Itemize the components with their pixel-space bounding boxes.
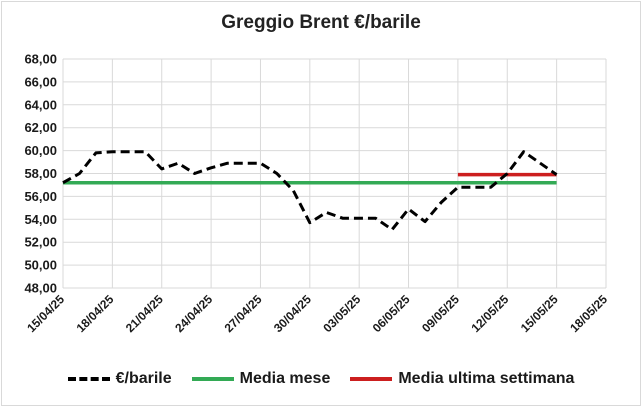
legend: €/barile Media mese Media ultima settima…	[0, 369, 642, 389]
legend-swatch-red	[350, 377, 393, 381]
y-tick-label: 58,00	[24, 166, 57, 181]
x-tick-label: 03/05/25	[320, 292, 363, 335]
series-lines	[62, 150, 558, 232]
legend-item-price: €/barile	[67, 370, 172, 388]
x-tick-label: 18/04/25	[74, 292, 117, 335]
y-tick-label: 64,00	[24, 97, 57, 112]
x-axis-ticks: 15/04/25 18/04/25 21/04/25 24/04/25 27/04/25…	[24, 292, 610, 335]
legend-swatch-dashed	[67, 377, 110, 381]
x-tick-label: 15/05/25	[518, 292, 561, 335]
chart-title: Greggio Brent €/barile	[221, 12, 421, 33]
x-tick-label: 06/05/25	[370, 292, 413, 335]
x-tick-label: 18/05/25	[567, 292, 610, 335]
y-tick-label: 56,00	[24, 189, 57, 204]
legend-label-month-average: Media mese	[239, 370, 331, 387]
legend-label-week-average: Media ultima settimana	[398, 370, 575, 387]
y-tick-label: 60,00	[24, 143, 57, 158]
x-tick-label: 30/04/25	[271, 292, 314, 335]
y-tick-label: 50,00	[24, 258, 57, 273]
series-line-0	[62, 150, 558, 232]
x-tick-label: 09/05/25	[419, 292, 462, 335]
y-axis-ticks: 48,00 50,00 52,00 54,00 56,00 58,00 60,00 62,00…	[24, 52, 57, 296]
legend-swatch-green	[191, 377, 234, 381]
x-tick-label: 21/04/25	[123, 292, 166, 335]
x-tick-label: 24/04/25	[172, 292, 215, 335]
legend-label-price: €/barile	[115, 370, 172, 387]
legend-item-week-average: Media ultima settimana	[350, 370, 574, 388]
y-tick-label: 66,00	[24, 74, 57, 89]
y-tick-label: 48,00	[24, 281, 57, 296]
y-tick-label: 68,00	[24, 52, 57, 67]
y-tick-label: 54,00	[24, 212, 57, 227]
legend-item-month-average: Media mese	[191, 370, 331, 388]
x-tick-label: 15/04/25	[24, 292, 67, 335]
y-tick-label: 52,00	[24, 235, 57, 250]
grid-lines	[62, 58, 607, 289]
x-tick-label: 12/05/25	[468, 292, 511, 335]
y-tick-label: 62,00	[24, 120, 57, 135]
x-tick-label: 27/04/25	[222, 292, 265, 335]
